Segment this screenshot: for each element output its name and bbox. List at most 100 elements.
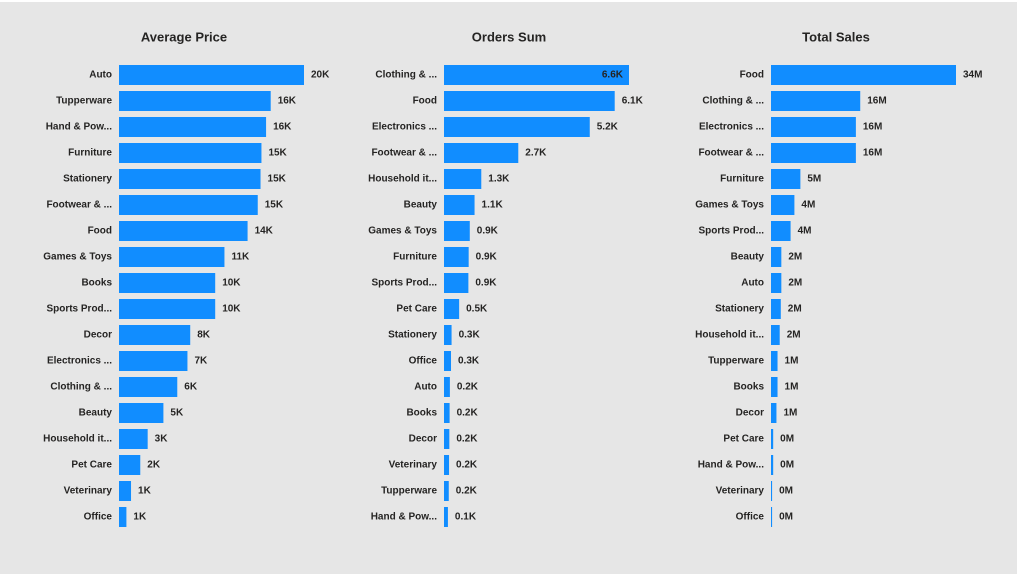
bar	[444, 429, 450, 449]
bar	[771, 91, 861, 111]
category-label: Household it...	[368, 174, 437, 185]
value-label: 2K	[147, 460, 161, 471]
chart-title: Average Price	[141, 29, 227, 44]
value-label: 0.2K	[456, 434, 478, 445]
category-label: Tupperware	[56, 96, 112, 107]
value-label: 16M	[863, 148, 882, 159]
bar	[444, 169, 482, 189]
value-label: 0.9K	[477, 226, 499, 237]
value-label: 0M	[780, 434, 794, 445]
category-label: Hand & Pow...	[371, 512, 438, 523]
top-border	[0, 0, 1017, 2]
value-label: 16K	[278, 96, 297, 107]
bar	[444, 273, 469, 293]
value-label: 4M	[798, 226, 812, 237]
value-label: 1K	[138, 486, 152, 497]
category-label: Clothing & ...	[702, 96, 764, 107]
value-label: 0.2K	[457, 382, 479, 393]
category-label: Food	[740, 70, 764, 81]
value-label: 5.2K	[597, 122, 619, 133]
bar	[119, 273, 216, 293]
category-label: Sports Prod...	[371, 278, 437, 289]
value-label: 1.1K	[482, 200, 504, 211]
value-label: 2M	[788, 278, 802, 289]
bar	[771, 481, 773, 501]
bar	[444, 65, 629, 85]
value-label: 1.3K	[488, 174, 510, 185]
category-label: Footwear & ...	[46, 200, 112, 211]
bar	[444, 299, 460, 319]
category-label: Pet Care	[396, 304, 437, 315]
bar	[444, 403, 450, 423]
category-label: Footwear & ...	[371, 148, 437, 159]
value-label: 0.2K	[456, 460, 478, 471]
category-label: Books	[81, 278, 112, 289]
bar	[771, 143, 856, 163]
bar	[119, 221, 248, 241]
category-label: Footwear & ...	[698, 148, 764, 159]
value-label: 8K	[197, 330, 211, 341]
category-label: Beauty	[79, 408, 113, 419]
value-label: 1M	[785, 382, 799, 393]
category-label: Office	[409, 356, 438, 367]
bar	[771, 247, 782, 267]
category-label: Auto	[741, 278, 764, 289]
category-label: Electronics ...	[699, 122, 764, 133]
chart-title: Orders Sum	[472, 29, 546, 44]
value-label: 14K	[255, 226, 274, 237]
chart-title: Total Sales	[802, 29, 870, 44]
bar	[444, 247, 469, 267]
value-label: 0.5K	[466, 304, 488, 315]
category-label: Pet Care	[723, 434, 764, 445]
bar	[444, 91, 615, 111]
category-label: Beauty	[731, 252, 765, 263]
bar	[771, 351, 778, 371]
value-label: 6.1K	[622, 96, 644, 107]
value-label: 1M	[783, 408, 797, 419]
category-label: Auto	[414, 382, 437, 393]
category-label: Tupperware	[708, 356, 764, 367]
bar	[771, 195, 795, 215]
bar	[771, 273, 782, 293]
category-label: Stationery	[63, 174, 112, 185]
category-label: Decor	[409, 434, 437, 445]
value-label: 0.2K	[457, 408, 479, 419]
bar	[444, 377, 450, 397]
bar	[119, 299, 216, 319]
value-label: 34M	[963, 70, 982, 81]
category-label: Games & Toys	[368, 226, 437, 237]
value-label: 11K	[231, 252, 250, 263]
bar	[119, 247, 225, 267]
bar	[771, 169, 801, 189]
bar	[771, 403, 777, 423]
value-label: 3K	[155, 434, 169, 445]
category-label: Household it...	[43, 434, 112, 445]
bar	[119, 117, 267, 137]
bar	[119, 481, 132, 501]
bar	[771, 377, 778, 397]
value-label: 1K	[133, 512, 147, 523]
value-label: 0M	[779, 512, 793, 523]
bar	[119, 143, 262, 163]
category-label: Stationery	[715, 304, 764, 315]
category-label: Veterinary	[716, 486, 765, 497]
category-label: Clothing & ...	[50, 382, 112, 393]
value-label: 2M	[788, 252, 802, 263]
bar	[771, 455, 774, 475]
bar	[771, 221, 791, 241]
value-label: 15K	[268, 174, 287, 185]
bar	[771, 117, 856, 137]
value-label: 0.3K	[459, 330, 481, 341]
bar	[444, 143, 519, 163]
value-label: 6.6K	[602, 70, 624, 81]
value-label: 16M	[867, 96, 886, 107]
bar	[119, 403, 164, 423]
bar	[771, 507, 773, 527]
category-label: Furniture	[720, 174, 764, 185]
category-label: Games & Toys	[695, 200, 764, 211]
category-label: Food	[413, 96, 437, 107]
category-label: Veterinary	[389, 460, 438, 471]
category-label: Sports Prod...	[46, 304, 112, 315]
bar	[444, 117, 590, 137]
value-label: 16K	[273, 122, 292, 133]
